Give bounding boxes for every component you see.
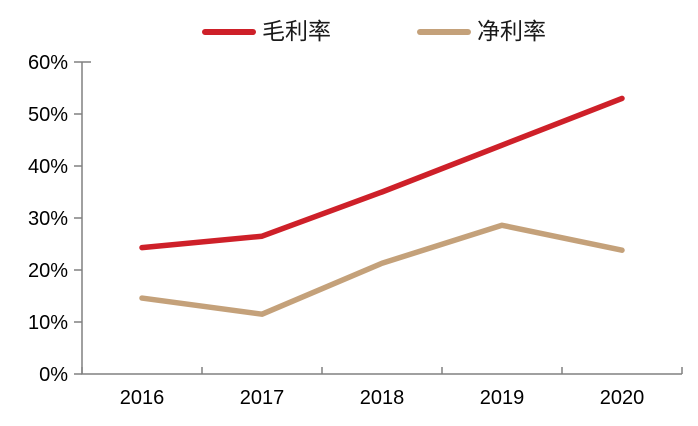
x-axis-label: 2019 [480, 387, 525, 409]
y-axis-label: 30% [28, 208, 68, 230]
legend-label-net-margin: 净利率 [477, 19, 546, 45]
y-axis-label: 40% [28, 156, 68, 178]
y-axis-label: 10% [28, 312, 68, 334]
y-axis-label: 0% [39, 364, 68, 386]
series-line-0 [139, 95, 625, 251]
series-line-1 [139, 222, 625, 317]
legend-item-gross-margin[interactable]: 毛利率 [202, 19, 331, 45]
x-axis-label: 2016 [120, 387, 165, 409]
y-axis-label: 20% [28, 260, 68, 282]
y-axis-label: 60% [28, 52, 68, 74]
y-axis-label: 50% [28, 104, 68, 126]
x-axis-label: 2020 [600, 387, 645, 409]
x-axis-label: 2017 [240, 387, 285, 409]
legend-item-net-margin[interactable]: 净利率 [417, 19, 546, 45]
legend-swatch-net-margin [417, 29, 471, 35]
legend-swatch-gross-margin [202, 29, 256, 35]
x-axis-label: 2018 [360, 387, 405, 409]
legend-label-gross-margin: 毛利率 [262, 19, 331, 45]
